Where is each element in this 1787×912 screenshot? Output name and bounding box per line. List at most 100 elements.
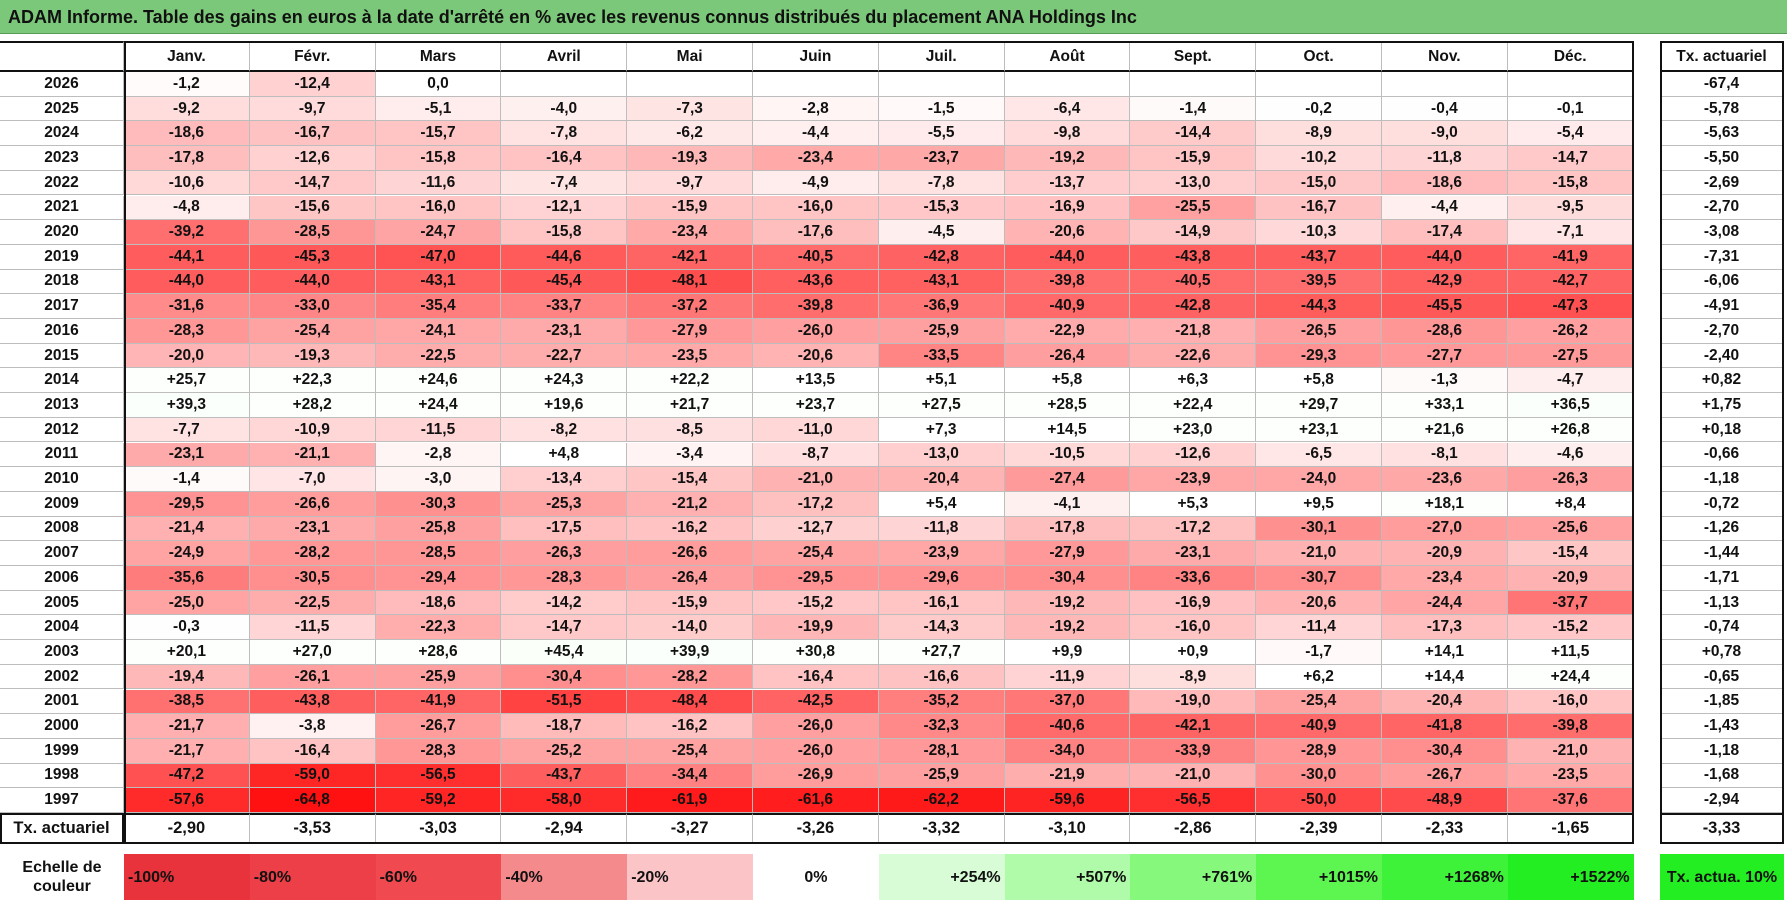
cell: -23,4 xyxy=(627,220,753,245)
cell: -40,5 xyxy=(1130,269,1257,295)
cell: -11,4 xyxy=(1256,615,1382,641)
row-total: +0,82 xyxy=(1660,368,1784,394)
cell: -40,6 xyxy=(1004,714,1131,739)
cell: -8,5 xyxy=(627,417,753,443)
summary-cell: -2,94 xyxy=(501,813,628,844)
empty-cell xyxy=(1004,72,1131,97)
cell: +18,1 xyxy=(1382,491,1508,517)
cell: -39,2 xyxy=(124,220,250,245)
year: 2010 xyxy=(0,467,124,492)
cell: -12,7 xyxy=(753,516,879,542)
row-total: -67,4 xyxy=(1660,72,1784,97)
cell: -12,1 xyxy=(501,195,628,221)
year: 2024 xyxy=(0,121,124,147)
month-header: Févr. xyxy=(249,41,376,72)
cell: -19,2 xyxy=(1004,146,1131,171)
cell: +5,8 xyxy=(1004,368,1131,394)
cell: -17,3 xyxy=(1382,615,1508,641)
cell: -27,9 xyxy=(1004,541,1131,566)
cell: +22,2 xyxy=(627,368,753,394)
cell: -5,5 xyxy=(878,121,1005,147)
cell: -20,9 xyxy=(1382,541,1508,566)
cell: -25,4 xyxy=(627,738,753,764)
legend-label: Echelle de couleur xyxy=(22,859,102,895)
cell: -57,6 xyxy=(124,788,250,813)
cell: -1,5 xyxy=(878,96,1005,122)
cell: -39,8 xyxy=(1004,269,1131,295)
cell: -20,6 xyxy=(1004,220,1131,245)
cell: -4,1 xyxy=(1004,491,1131,517)
cell: -23,1 xyxy=(1130,541,1257,566)
year: 1999 xyxy=(0,738,124,764)
cell: -1,4 xyxy=(124,467,250,492)
cell: -33,6 xyxy=(1130,566,1257,591)
cell: -20,9 xyxy=(1507,566,1634,591)
cell: -5,1 xyxy=(375,96,502,122)
year: 2011 xyxy=(0,442,124,468)
cell: -27,7 xyxy=(1382,343,1508,369)
cell: -16,4 xyxy=(501,146,628,171)
cell: -13,7 xyxy=(1004,170,1131,196)
cell: -59,0 xyxy=(249,763,376,789)
cell: -39,8 xyxy=(753,294,879,319)
cell: -23,4 xyxy=(753,146,879,171)
cell: +33,1 xyxy=(1382,393,1508,418)
cell: -48,9 xyxy=(1382,788,1508,813)
cell: +23,1 xyxy=(1256,417,1382,443)
year: 2025 xyxy=(0,96,124,122)
year: 2004 xyxy=(0,615,124,641)
row-total: -1,13 xyxy=(1660,590,1784,616)
cell: -11,6 xyxy=(375,170,502,196)
cell: -48,1 xyxy=(627,269,753,295)
summary-cell: -2,90 xyxy=(124,813,250,844)
cell: -13,0 xyxy=(1130,170,1257,196)
cell: -38,5 xyxy=(124,689,250,715)
row-total: -1,85 xyxy=(1660,689,1784,715)
cell: -9,7 xyxy=(627,170,753,196)
cell: -30,4 xyxy=(1382,738,1508,764)
cell: -8,9 xyxy=(1130,664,1257,690)
cell: -33,7 xyxy=(501,294,628,319)
cell: -40,9 xyxy=(1256,714,1382,739)
cell: -25,9 xyxy=(878,763,1005,789)
month-header: Oct. xyxy=(1256,41,1382,72)
cell: -28,3 xyxy=(375,738,502,764)
cell: -7,8 xyxy=(878,170,1005,196)
cell: -18,6 xyxy=(124,121,250,147)
cell: -15,3 xyxy=(878,195,1005,221)
cell: -25,8 xyxy=(375,516,502,542)
cell: -35,2 xyxy=(878,689,1005,715)
year: 1997 xyxy=(0,788,124,813)
cell: -27,9 xyxy=(627,319,753,344)
empty-cell xyxy=(753,72,879,97)
row-total: -6,06 xyxy=(1660,269,1784,295)
cell: -35,6 xyxy=(124,566,250,591)
cell: +14,5 xyxy=(1004,417,1131,443)
month-header: Sept. xyxy=(1130,41,1257,72)
legend-swatch: +1522% xyxy=(1507,854,1634,900)
cell: -4,4 xyxy=(1382,195,1508,221)
cell: -24,0 xyxy=(1256,467,1382,492)
row-total: -7,31 xyxy=(1660,244,1784,270)
cell: -26,2 xyxy=(1507,319,1634,344)
cell: -23,7 xyxy=(878,146,1005,171)
year: 2015 xyxy=(0,343,124,369)
summary-cell: -3,26 xyxy=(753,813,879,844)
summary-cell: -3,53 xyxy=(249,813,376,844)
cell: -18,6 xyxy=(1382,170,1508,196)
row-total: -4,91 xyxy=(1660,294,1784,319)
cell: -8,2 xyxy=(501,417,628,443)
cell: -4,7 xyxy=(1507,368,1634,394)
row-total: -5,78 xyxy=(1660,96,1784,122)
cell: -23,1 xyxy=(501,319,628,344)
cell: +28,2 xyxy=(249,393,376,418)
cell: -21,0 xyxy=(1256,541,1382,566)
cell: -17,6 xyxy=(753,220,879,245)
cell: -16,7 xyxy=(1256,195,1382,221)
year: 2018 xyxy=(0,269,124,295)
cell: -35,4 xyxy=(375,294,502,319)
cell: +25,7 xyxy=(124,368,250,394)
row-total: -0,74 xyxy=(1660,615,1784,641)
cell: -28,5 xyxy=(249,220,376,245)
legend-swatch: +1268% xyxy=(1382,854,1508,900)
